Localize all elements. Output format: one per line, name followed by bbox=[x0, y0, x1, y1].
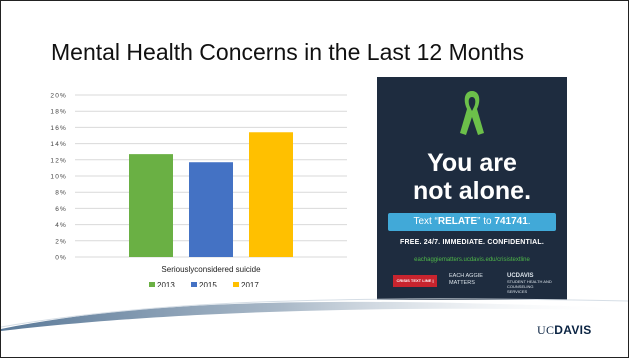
uc-logo-line-2: STUDENT HEALTH AND bbox=[507, 279, 552, 284]
text-number: 741741 bbox=[494, 216, 528, 227]
headline-line-1: You are bbox=[427, 149, 517, 177]
legend-label-2017: 2017 bbox=[241, 281, 259, 287]
aggie-logo-line-2: MATTERS bbox=[449, 280, 475, 286]
ucdavis-wordmark: UCDAVIS bbox=[537, 323, 592, 338]
decorative-swoosh bbox=[1, 298, 628, 331]
bar-2017 bbox=[249, 132, 293, 257]
text-middle: ” to bbox=[477, 216, 495, 227]
legend-label-2015: 2015 bbox=[199, 281, 217, 287]
headline-line-2: not alone. bbox=[412, 177, 532, 205]
y-tick-label: 0% bbox=[55, 255, 67, 262]
poster-url: eachaggiematters.ucdavis.edu/crisistextl… bbox=[414, 257, 530, 263]
legend-swatch-2015 bbox=[191, 282, 197, 287]
y-tick-label: 12% bbox=[50, 157, 67, 164]
poster-headline: You are not alone. bbox=[377, 149, 567, 205]
free-line: FREE. 24/7. IMMEDIATE. CONFIDENTIAL. bbox=[400, 239, 544, 246]
text-prefix: Text “ bbox=[413, 216, 438, 227]
text-keyword: RELATE bbox=[437, 216, 478, 227]
y-tick-label: 4% bbox=[55, 222, 67, 229]
crisis-text-line-logo: CRISIS TEXT LINE | bbox=[393, 275, 437, 287]
y-tick-label: 2% bbox=[55, 238, 67, 245]
bar-chart: 0% 2% 4% 6% 8% 10% 12% 14% 16% 18% 20% Seriouslycon… bbox=[50, 93, 347, 287]
legend-label-2013: 2013 bbox=[157, 281, 175, 287]
bar-2015 bbox=[189, 162, 233, 257]
uc-logo-line-3: COUNSELING SERVICES bbox=[507, 284, 534, 294]
y-tick-label: 18% bbox=[50, 109, 67, 116]
crisis-text-line-poster: You are not alone. Text “RELATE” to 7417… bbox=[377, 77, 567, 300]
aggie-logo-line-1: EACH AGGIE bbox=[449, 273, 483, 279]
wordmark-davis: DAVIS bbox=[554, 323, 592, 337]
y-tick-label: 14% bbox=[50, 141, 67, 148]
y-tick-label: 16% bbox=[50, 125, 67, 132]
legend-swatch-2017 bbox=[233, 282, 239, 287]
text-relate-banner: Text “RELATE” to 741741. bbox=[388, 213, 556, 231]
awareness-ribbon-icon bbox=[460, 91, 484, 135]
legend-swatch-2013 bbox=[149, 282, 155, 287]
wordmark-uc: UC bbox=[537, 323, 555, 337]
poster-logos: CRISIS TEXT LINE | EACH AGGIE MATTERS UC… bbox=[389, 273, 555, 294]
y-tick-label: 6% bbox=[55, 206, 67, 213]
y-tick-label: 10% bbox=[50, 174, 67, 181]
each-aggie-matters-logo: EACH AGGIE MATTERS bbox=[449, 273, 501, 287]
y-tick-label: 8% bbox=[55, 190, 67, 197]
text-suffix: . bbox=[527, 216, 531, 227]
slide-title: Mental Health Concerns in the Last 12 Mo… bbox=[51, 39, 525, 65]
ucdavis-health-logo: UCDAVIS STUDENT HEALTH AND COUNSELING SE… bbox=[507, 273, 553, 294]
y-tick-label: 20% bbox=[50, 93, 67, 100]
uc-logo-line-1: UCDAVIS bbox=[507, 273, 534, 279]
bar-2013 bbox=[129, 154, 173, 257]
x-category-label: Seriouslyconsidered suicide bbox=[161, 265, 261, 274]
